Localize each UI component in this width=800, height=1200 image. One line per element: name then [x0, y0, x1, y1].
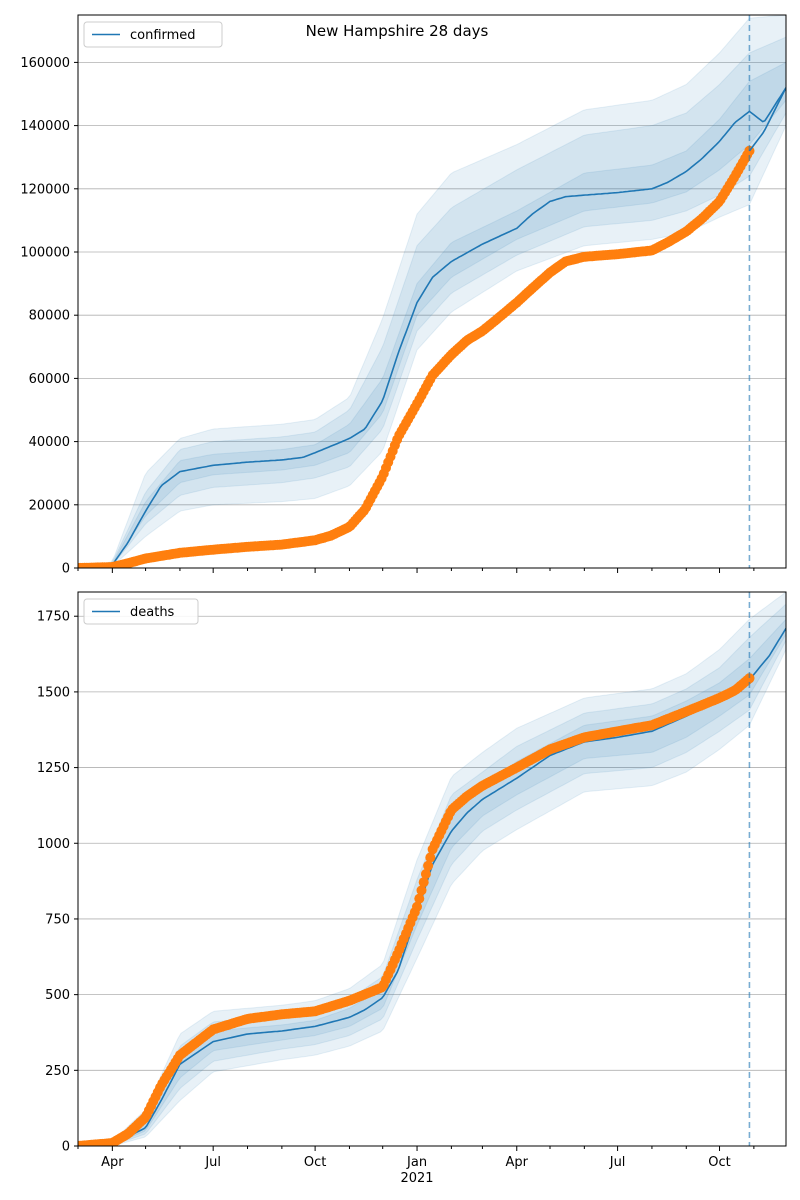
y-tick-label: 160000 [20, 56, 70, 71]
y-tick-label: 1500 [37, 685, 70, 700]
legend: confirmed [83, 21, 223, 48]
series-line-confirmed [78, 87, 786, 568]
uncertainty-band [78, 618, 786, 1146]
x-tick-sublabel: 2021 [400, 1171, 433, 1186]
y-tick-label: 40000 [29, 435, 70, 450]
y-tick-label: 1000 [37, 837, 70, 852]
observed-point [412, 901, 422, 912]
y-tick-label: 120000 [20, 182, 70, 197]
uncertainty-band [78, 15, 786, 568]
observed-series [78, 673, 755, 1146]
observed-point [425, 852, 436, 863]
observed-point [414, 893, 425, 904]
uncertainty-band [78, 36, 786, 568]
x-tick-label: Oct [304, 1155, 326, 1170]
y-tick-label: 750 [45, 912, 70, 927]
observed-point [418, 877, 429, 888]
plot-area [78, 15, 786, 568]
y-tick-label: 20000 [29, 498, 70, 513]
y-tick-label: 1250 [37, 761, 70, 776]
x-tick-label: Apr [101, 1155, 124, 1170]
legend-label: confirmed [130, 28, 196, 43]
axes-frame [77, 591, 787, 1147]
plot-area [78, 592, 786, 1146]
x-tick-label: Apr [506, 1155, 529, 1170]
uncertainty-band [78, 61, 786, 568]
y-tick-label: 140000 [20, 119, 70, 134]
y-tick-label: 0 [62, 562, 70, 577]
observed-point [420, 869, 431, 879]
confirmed-panel: 0 20000 40000 60000 80000 100000 120000 140000 1… [20, 14, 787, 577]
x-tick-label: Jul [609, 1155, 626, 1170]
legend-label: deaths [130, 605, 175, 620]
x-tick-label: Oct [708, 1155, 730, 1170]
observed-point [416, 885, 427, 896]
y-tick-label: 1750 [37, 610, 70, 625]
y-tick-label: 500 [45, 988, 70, 1003]
observed-series [78, 145, 755, 568]
legend-box [83, 21, 223, 48]
legend-box [83, 598, 199, 625]
projection-line [748, 87, 786, 152]
legend: deaths [83, 598, 199, 625]
observed-point [744, 673, 755, 684]
chart-title: New Hampshire 28 days [306, 22, 489, 40]
axes-frame [77, 14, 787, 569]
y-tick-label: 250 [45, 1064, 70, 1079]
observed-point [423, 860, 434, 871]
y-tick-label: 0 [62, 1140, 70, 1155]
deaths-panel: 0 250 500 750 1000 1250 1500 1750 Apr Jul Oct Jan20… [37, 591, 787, 1186]
y-tick-label: 100000 [20, 246, 70, 261]
x-tick-label: Jan [406, 1155, 427, 1170]
y-tick-label: 60000 [29, 372, 70, 387]
x-tick-label: Jul [204, 1155, 221, 1170]
y-tick-label: 80000 [29, 309, 70, 324]
